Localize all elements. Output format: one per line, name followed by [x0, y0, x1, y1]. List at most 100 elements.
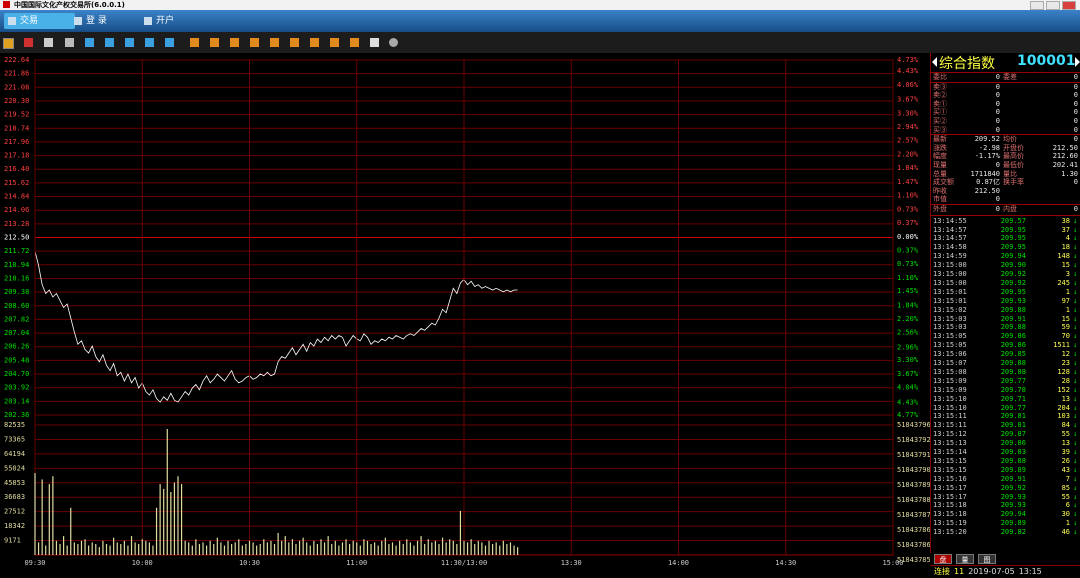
field-value: 0 — [1073, 73, 1078, 81]
tool-icon[interactable] — [330, 38, 339, 47]
separator — [931, 204, 1080, 205]
next-arrow[interactable] — [1075, 57, 1080, 67]
y-tick-label: 82535 — [4, 421, 25, 429]
trade-direction: ↓ — [1073, 243, 1078, 252]
volume-bar — [109, 545, 111, 555]
trade-time: 13:15:05 — [933, 332, 967, 341]
close-button[interactable] — [1062, 1, 1076, 10]
minimize-button[interactable] — [1030, 1, 1044, 10]
y-tick-label: 213.28 — [4, 220, 29, 228]
title-bar: 中国国际文化产权交易所(6.0.0.1) — [0, 0, 1080, 10]
y-tick-label: 206.26 — [4, 343, 29, 351]
tool-icon[interactable] — [250, 38, 259, 47]
y2-tick-label: 4.73% — [897, 56, 919, 64]
tool-icon[interactable] — [310, 38, 319, 47]
tool-icon[interactable] — [24, 38, 33, 47]
y-tick-label: 203.92 — [4, 384, 29, 392]
panel-tab[interactable]: 图 — [978, 554, 996, 564]
status-date: 2019-07-05 — [968, 567, 1015, 576]
trade-time: 13:15:03 — [933, 323, 967, 332]
book-price: 0 — [995, 108, 1000, 117]
field-value: 0 — [995, 205, 1000, 213]
trade-time: 13:15:01 — [933, 296, 967, 305]
trade-price: 209.93 — [1000, 296, 1026, 305]
tool-icon[interactable] — [389, 38, 398, 47]
field-value: 212.50 — [974, 186, 1000, 195]
volume-bar — [327, 536, 329, 555]
x-tick-label: 09:30 — [24, 559, 45, 567]
y2-tick-label: 1.45% — [897, 287, 919, 295]
tab[interactable]: 登 录 — [70, 13, 107, 29]
tool-icon[interactable] — [210, 38, 219, 47]
y2-tick-label: 1.47% — [897, 178, 919, 186]
prev-arrow[interactable] — [932, 57, 937, 67]
trade-price: 209.81 — [1000, 421, 1026, 430]
panel-tab[interactable]: 量 — [956, 554, 974, 564]
volume-bar — [427, 539, 429, 555]
tool-icon[interactable] — [190, 38, 199, 47]
trade-volume: 204 — [1057, 403, 1070, 412]
tool-icon[interactable] — [270, 38, 279, 47]
tool-icon[interactable] — [3, 38, 14, 49]
field-label: 昨收 — [933, 186, 947, 195]
tab[interactable]: 交易 — [4, 13, 75, 29]
trade-direction: ↓ — [1073, 225, 1078, 234]
tool-icon[interactable] — [44, 38, 53, 47]
volume-bar — [241, 545, 243, 555]
panel-tab[interactable]: 盘 — [934, 554, 952, 564]
volume-bar — [466, 542, 469, 555]
trade-time: 13:15:14 — [933, 448, 967, 456]
tool-icon[interactable] — [85, 38, 94, 47]
book-volume: 0 — [1073, 117, 1078, 125]
volume-bar — [316, 543, 319, 555]
tab[interactable]: 开户 — [140, 13, 174, 29]
field-label: 换手率 — [1003, 178, 1024, 187]
tool-icon[interactable] — [125, 38, 134, 47]
trade-time: 13:15:00 — [933, 261, 967, 270]
tool-icon[interactable] — [290, 38, 299, 47]
y-tick-label: 55024 — [4, 464, 25, 472]
tool-icon[interactable] — [105, 38, 114, 47]
volume-bar — [477, 540, 479, 555]
tool-icon[interactable] — [370, 38, 379, 47]
volume-bar — [281, 540, 283, 555]
trade-volume: 1511 — [1053, 341, 1070, 350]
separator — [931, 81, 1080, 83]
y2-tick-label: 2.20% — [897, 315, 919, 323]
volume-bar — [116, 542, 118, 555]
field-label: 涨跌 — [933, 143, 947, 152]
trade-direction: ↓ — [1073, 528, 1078, 537]
volume-bar — [345, 539, 347, 555]
y2-tick-label: 0.73% — [897, 205, 919, 213]
tab-label: 登 录 — [86, 16, 107, 26]
volume-bar — [195, 539, 197, 555]
trade-time: 13:15:12 — [933, 430, 967, 439]
volume-bar — [234, 542, 236, 555]
volume-bar — [145, 540, 147, 555]
trade-price: 209.95 — [1000, 243, 1026, 252]
trade-price: 209.77 — [1000, 376, 1026, 385]
trade-time: 13:15:18 — [933, 510, 967, 519]
volume-bar — [141, 539, 143, 555]
volume-bar — [248, 540, 251, 555]
trade-price: 209.57 — [1000, 216, 1026, 225]
tool-icon[interactable] — [230, 38, 239, 47]
maximize-button[interactable] — [1046, 1, 1060, 10]
y-tick-label: 209.38 — [4, 288, 29, 296]
trade-volume: 13 — [1061, 394, 1070, 403]
trade-direction: ↓ — [1073, 252, 1078, 261]
y-tick-label: 36683 — [4, 493, 25, 501]
volume-bar — [495, 542, 497, 555]
separator — [931, 72, 1080, 73]
volume-bar — [113, 537, 115, 555]
tool-icon[interactable] — [165, 38, 174, 47]
field-label: 委比 — [933, 73, 947, 81]
y-tick-label: 18342 — [4, 522, 25, 530]
tool-icon[interactable] — [65, 38, 74, 47]
volume-bar — [449, 539, 451, 555]
tool-icon[interactable] — [145, 38, 154, 47]
volume-bar — [399, 540, 401, 555]
index-code: 100001 — [1017, 53, 1076, 69]
tool-icon[interactable] — [350, 38, 359, 47]
volume-bar — [366, 540, 369, 555]
